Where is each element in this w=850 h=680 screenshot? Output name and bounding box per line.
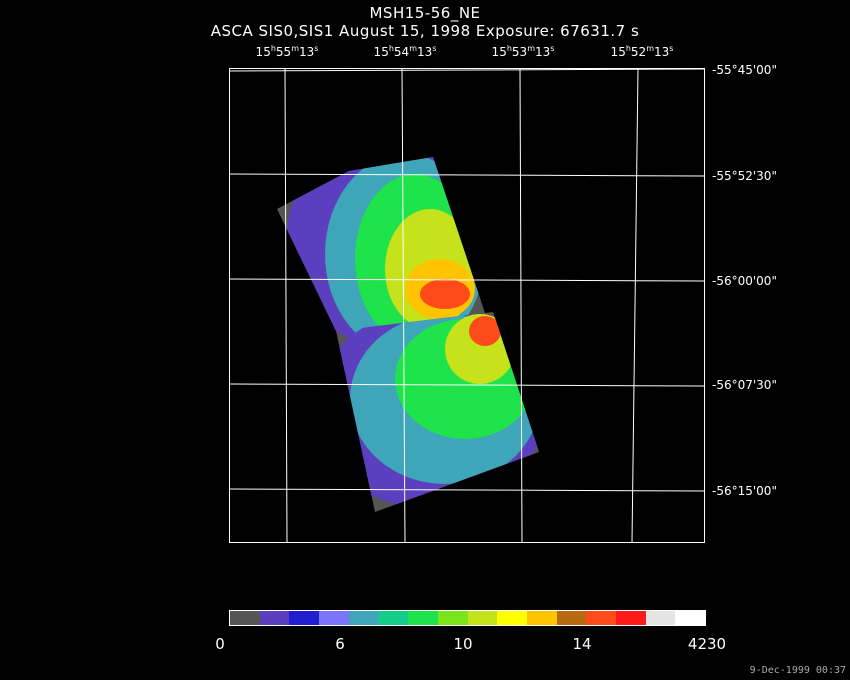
ra-tick-label: 15h55m13s [255, 44, 319, 59]
colorbar-swatch [437, 611, 468, 625]
dec-tick-label: -56°00'00" [712, 274, 777, 288]
timestamp: 9-Dec-1999 00:37 [749, 665, 846, 676]
dec-tick-label: -56°07'30" [712, 378, 777, 392]
image-frame [229, 68, 705, 543]
colorbar-label: 10 [453, 635, 473, 653]
dec-tick-label: -55°45'00" [712, 63, 777, 77]
coordinate-grid [230, 69, 704, 542]
colorbar-swatch [675, 611, 705, 625]
colorbar-swatch [348, 611, 379, 625]
image-subtitle: ASCA SIS0,SIS1 August 15, 1998 Exposure:… [210, 22, 640, 40]
colorbar-swatch [645, 611, 676, 625]
colorbar-label: 4230 [687, 635, 727, 653]
colorbar-swatch [615, 611, 646, 625]
ra-tick-label: 15h53m13s [491, 44, 555, 59]
colorbar-swatch [526, 611, 557, 625]
colorbar-swatch [259, 611, 290, 625]
colorbar-swatch [467, 611, 498, 625]
colorbar-swatch [378, 611, 409, 625]
ra-tick-label: 15h52m13s [610, 44, 674, 59]
dec-tick-label: -55°52'30" [712, 169, 777, 183]
colorbar-label: 14 [572, 635, 592, 653]
colorbar-swatch [289, 611, 320, 625]
color-scale-bar [229, 610, 706, 626]
ra-tick-label: 15h54m13s [373, 44, 437, 59]
colorbar-swatch [556, 611, 587, 625]
colorbar-label: 6 [335, 635, 345, 653]
colorbar-swatch [319, 611, 349, 625]
dec-tick-label: -56°15'00" [712, 484, 777, 498]
colorbar-swatch [230, 611, 260, 625]
xray-image [230, 69, 704, 542]
colorbar-swatch [586, 611, 616, 625]
image-title: MSH15-56_NE [369, 4, 481, 22]
colorbar-label: 0 [215, 635, 225, 653]
colorbar-swatch [408, 611, 438, 625]
colorbar-swatch [497, 611, 527, 625]
